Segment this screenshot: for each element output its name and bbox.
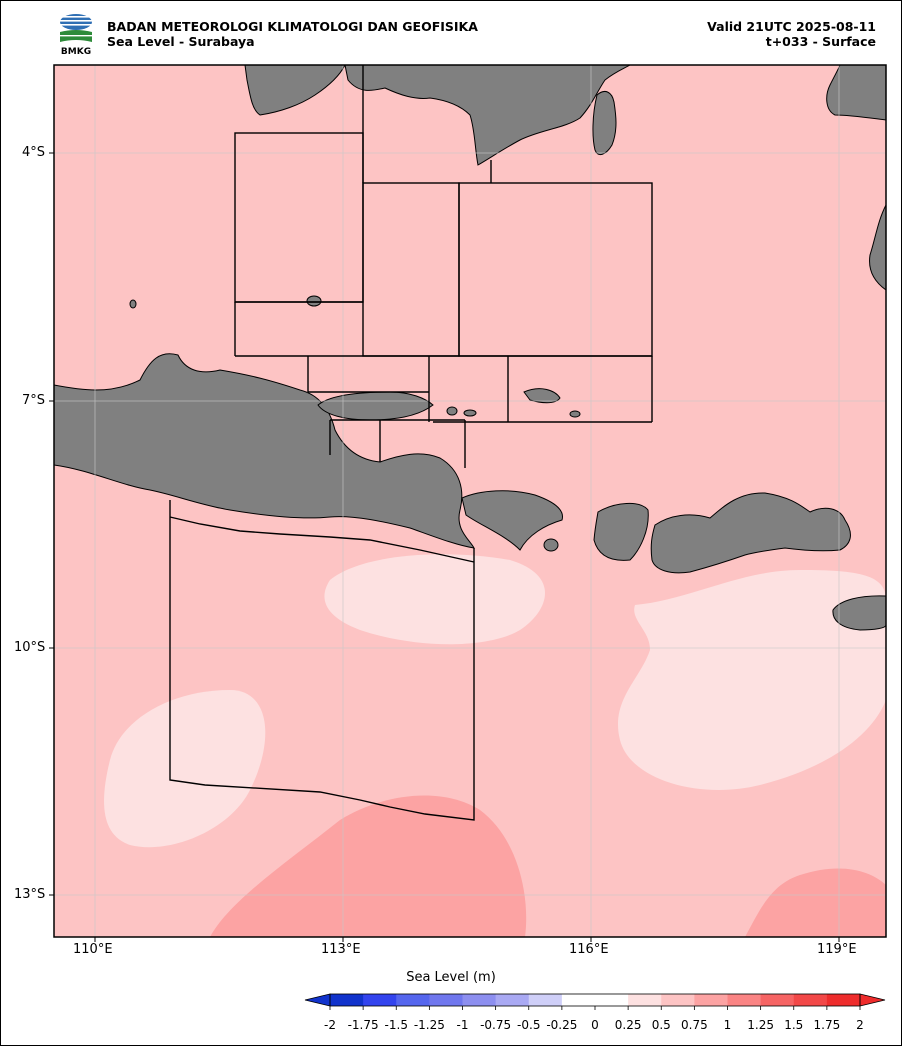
colorbar-swatch xyxy=(760,994,795,1006)
colorbar-tick-label: -1 xyxy=(456,1018,469,1032)
land-sumba xyxy=(832,595,886,631)
colorbar-extend-high xyxy=(859,993,886,1007)
y-tick-label: 10°S xyxy=(14,640,46,655)
colorbar-extend-low xyxy=(304,993,331,1007)
colorbar-swatch xyxy=(595,994,629,1006)
colorbar-tick-label: -0.5 xyxy=(517,1018,541,1032)
colorbar-swatch xyxy=(528,994,563,1006)
x-tick-label: 116°E xyxy=(569,942,609,957)
colorbar-swatch xyxy=(330,994,364,1006)
colorbar-tick-label: 2 xyxy=(856,1018,864,1032)
colorbar-swatch xyxy=(727,994,762,1006)
contour-low-east xyxy=(617,570,886,790)
colorbar-tick-label: -0.75 xyxy=(480,1018,512,1032)
land-madura xyxy=(317,391,434,421)
land-islet-2 xyxy=(463,409,477,417)
logo-text: BMKG xyxy=(61,47,91,56)
land-sulawesi xyxy=(826,65,886,121)
colorbar xyxy=(304,993,886,1010)
colorbar-tick-label: 0.75 xyxy=(681,1018,708,1032)
colorbar-swatch xyxy=(363,994,397,1006)
colorbar-tick-label: -2 xyxy=(324,1018,336,1032)
land-islet-4 xyxy=(129,299,137,309)
colorbar-title: Sea Level (m) xyxy=(406,970,496,985)
colorbar-tick-label: 1.75 xyxy=(813,1018,841,1032)
land-lombok xyxy=(593,503,649,561)
land-sulawesi-south xyxy=(869,204,886,291)
colorbar-tick-label: -1.5 xyxy=(384,1018,408,1032)
colorbar-swatch xyxy=(429,994,463,1006)
colorbar-tick-label: 0 xyxy=(591,1018,599,1032)
colorbar-swatch xyxy=(694,994,728,1006)
colorbar-swatch xyxy=(661,994,695,1006)
land-sumbawa xyxy=(650,492,851,574)
x-tick-label: 113°E xyxy=(321,942,361,957)
header-right: Valid 21UTC 2025-08-11 t+033 - Surface xyxy=(707,19,876,49)
agency-title: BADAN METEOROLOGI KLIMATOLOGI DAN GEOFIS… xyxy=(107,19,478,34)
y-tick-label: 7°S xyxy=(22,393,46,408)
product-title: Sea Level - Surabaya xyxy=(107,34,255,49)
contour-high-south xyxy=(210,795,527,937)
colorbar-swatch xyxy=(561,994,596,1006)
land-islet-1 xyxy=(446,406,458,416)
x-tick-label: 110°E xyxy=(73,942,113,957)
land-bawean xyxy=(306,295,322,307)
land-borneo xyxy=(344,65,631,166)
colorbar-swatch xyxy=(826,994,861,1006)
map-border xyxy=(53,64,887,938)
colorbar-tick-label: -0.25 xyxy=(546,1018,578,1032)
land-borneo-west xyxy=(244,65,346,116)
colorbar-swatch xyxy=(793,994,828,1006)
land-islet-3 xyxy=(569,410,581,418)
contour-low-west xyxy=(104,690,266,848)
bmkg-logo: BMKG xyxy=(60,14,92,56)
header-left: BADAN METEOROLOGI KLIMATOLOGI DAN GEOFIS… xyxy=(107,19,478,49)
zone-boundaries xyxy=(169,65,653,821)
contour-low-central xyxy=(324,554,545,645)
y-tick-label: 4°S xyxy=(22,145,46,160)
land-bali xyxy=(461,490,564,551)
colorbar-swatch xyxy=(495,994,530,1006)
y-tick-label: 13°S xyxy=(14,887,46,902)
land-laut xyxy=(592,91,617,156)
land-islet-5 xyxy=(543,538,559,552)
colorbar-tick-label: 1 xyxy=(723,1018,732,1032)
colorbar-tick-label: 0.5 xyxy=(651,1018,671,1032)
colorbar-tick-label: 1.5 xyxy=(784,1018,804,1032)
axis-ticks xyxy=(49,152,840,942)
colorbar-tick-label: -1.25 xyxy=(413,1018,445,1032)
graticule xyxy=(54,65,886,937)
land-java xyxy=(54,353,475,549)
colorbar-swatch xyxy=(462,994,497,1006)
x-tick-label: 119°E xyxy=(817,942,857,957)
colorbar-tick-label: -1.75 xyxy=(347,1018,379,1032)
contour-high-se xyxy=(745,868,886,937)
colorbar-swatch xyxy=(628,994,662,1006)
land-kangean xyxy=(523,388,561,404)
colorbar-tick-label: 1.25 xyxy=(747,1018,774,1032)
forecast-step: t+033 - Surface xyxy=(765,34,876,49)
valid-time: Valid 21UTC 2025-08-11 xyxy=(707,19,876,34)
colorbar-swatch xyxy=(396,994,430,1006)
colorbar-tick-label: 0.25 xyxy=(614,1018,642,1032)
